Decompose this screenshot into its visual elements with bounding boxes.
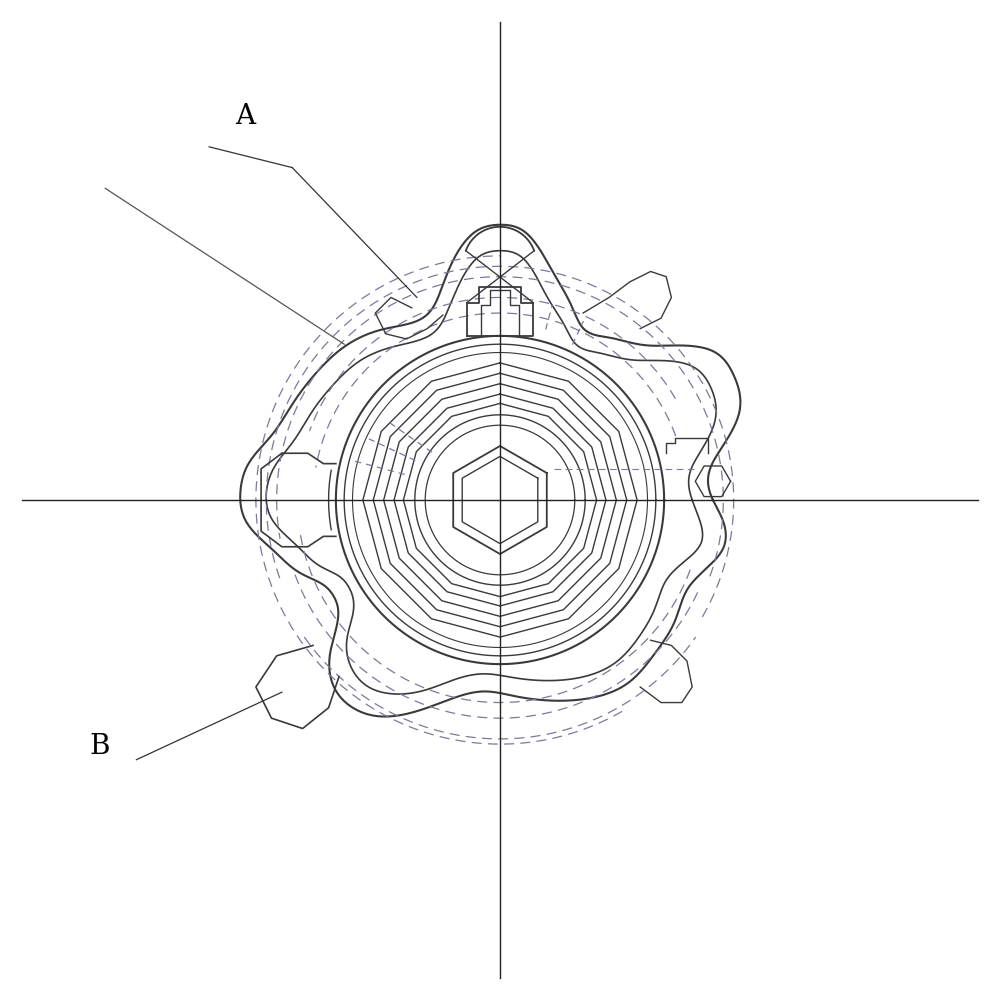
Text: B: B [90, 733, 110, 760]
Text: A: A [235, 103, 256, 130]
